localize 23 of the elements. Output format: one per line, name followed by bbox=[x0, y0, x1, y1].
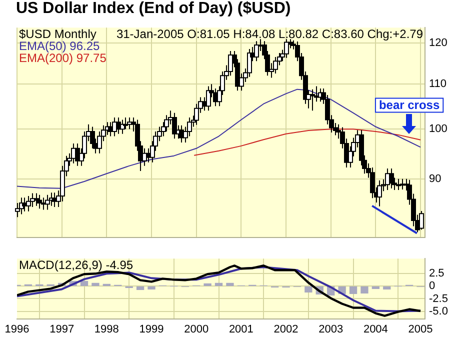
chart-title: US Dollar Index (End of Day) ($USD) bbox=[15, 0, 292, 17]
x-tick-label: 2005 bbox=[408, 323, 433, 336]
chart-title: MACD(12,26,9) -4.95 bbox=[19, 258, 134, 272]
y-tick-label: 110 bbox=[429, 78, 447, 90]
x-tick-label: 2000 bbox=[184, 323, 209, 336]
x-tick-label: 2003 bbox=[318, 323, 344, 336]
x-tick-label: 1997 bbox=[50, 323, 74, 336]
x-tick-label: 2002 bbox=[274, 323, 298, 336]
x-tick-label: 1996 bbox=[4, 323, 30, 336]
x-tick-label: 2004 bbox=[363, 323, 388, 336]
x-tick-label: 2001 bbox=[228, 323, 254, 336]
y-tick-label: 120 bbox=[429, 37, 448, 50]
x-tick-label: 1998 bbox=[94, 323, 119, 336]
y-tick-label: -2.5 bbox=[429, 292, 448, 305]
annotation: 31-Jan-2005 O:81.05 H:84.08 L:80.82 C:83.60 Chg:+2.79 bbox=[116, 26, 424, 41]
x-tick-label: 1999 bbox=[139, 323, 164, 336]
annotation: $USD Monthly bbox=[19, 26, 96, 41]
y-tick-label: 0 bbox=[429, 280, 436, 292]
y-tick-label: 2.5 bbox=[429, 268, 444, 280]
annotation: bear cross bbox=[378, 98, 440, 112]
y-tick-label: 100 bbox=[429, 123, 448, 136]
y-tick-label: -5.0 bbox=[429, 305, 448, 318]
y-tick-label: 90 bbox=[429, 172, 442, 185]
